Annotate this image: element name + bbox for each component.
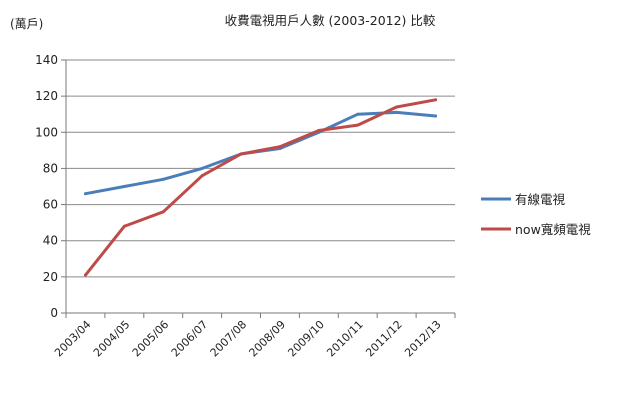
data-point <box>122 224 126 228</box>
legend: 有線電視 now寬頻電視 <box>481 192 591 237</box>
y-tick-label: 40 <box>43 234 58 248</box>
x-tick-label: 2011/12 <box>363 318 405 360</box>
data-point <box>161 177 165 181</box>
data-point <box>122 185 126 188</box>
legend-label: 有線電視 <box>515 192 566 207</box>
y-tick-label: 100 <box>35 125 58 139</box>
data-point <box>434 114 438 118</box>
x-tick-label: 2008/09 <box>247 318 289 360</box>
x-axis-ticks: 2003/042004/052005/062006/072007/082008/… <box>52 313 456 360</box>
data-point <box>83 273 87 277</box>
y-tick-label: 80 <box>43 161 58 175</box>
data-point <box>83 192 87 196</box>
data-point <box>356 123 360 127</box>
x-tick-label: 2005/06 <box>130 318 172 360</box>
x-tick-label: 2010/11 <box>324 318 366 360</box>
y-tick-label: 0 <box>50 306 58 320</box>
data-point <box>200 166 204 170</box>
chart-title: 收費電視用戶人數 (2003-2012) 比較 <box>225 13 436 28</box>
series-lines <box>83 98 438 277</box>
data-point <box>317 128 321 132</box>
y-unit-label: (萬戶) <box>10 17 43 31</box>
data-point <box>278 145 282 149</box>
data-point <box>395 110 399 114</box>
data-point <box>239 152 243 156</box>
gridlines <box>66 59 455 278</box>
x-tick-label: 2003/04 <box>52 318 94 360</box>
data-point <box>200 174 204 178</box>
x-tick-label: 2004/05 <box>91 318 133 360</box>
x-tick-label: 2009/10 <box>285 318 327 360</box>
y-tick-label: 140 <box>35 53 58 67</box>
x-tick-label: 2012/13 <box>402 318 444 360</box>
series-line-1 <box>84 110 438 196</box>
y-axis-ticks: 0 20 40 60 80 100 120 140 <box>35 53 66 320</box>
x-tick-label: 2007/08 <box>208 318 250 360</box>
data-point <box>395 105 399 109</box>
data-point <box>434 98 438 102</box>
data-point <box>356 112 360 116</box>
x-tick-label: 2006/07 <box>169 318 211 360</box>
y-tick-label: 60 <box>43 198 58 212</box>
data-point <box>161 210 165 214</box>
y-tick-label: 20 <box>43 270 58 284</box>
series-line-2 <box>84 98 438 277</box>
legend-label: now寬頻電視 <box>515 222 591 237</box>
y-tick-label: 120 <box>35 89 58 103</box>
